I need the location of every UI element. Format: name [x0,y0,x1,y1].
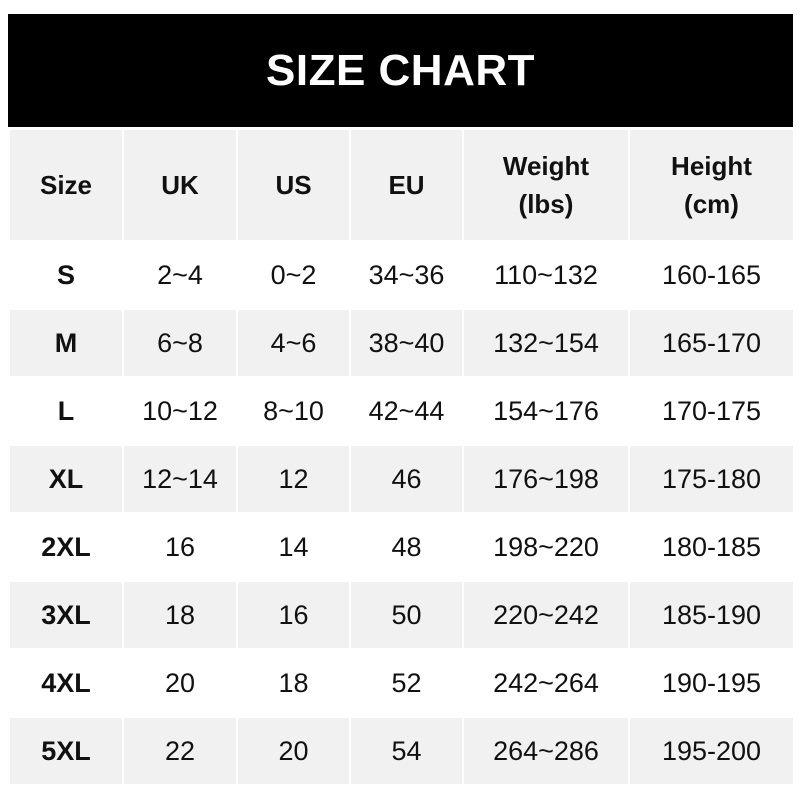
cell-height: 175-180 [628,444,795,514]
table-row: 3XL 18 16 50 220~242 185-190 [8,580,795,650]
cell-uk: 20 [122,648,238,718]
cell-height: 190-195 [628,648,795,718]
cell-height: 160-165 [628,240,795,310]
cell-weight: 198~220 [462,512,630,582]
table-row: L 10~12 8~10 42~44 154~176 170-175 [8,376,795,446]
cell-eu: 46 [349,444,464,514]
table-row: 5XL 22 20 54 264~286 195-200 [8,716,795,786]
cell-us: 8~10 [236,376,351,446]
cell-eu: 42~44 [349,376,464,446]
cell-weight: 264~286 [462,716,630,786]
cell-uk: 16 [122,512,238,582]
table-row: M 6~8 4~6 38~40 132~154 165-170 [8,308,795,378]
header-row: Size UK US EU Weight (lbs) Height (cm) [8,128,795,242]
cell-eu: 48 [349,512,464,582]
cell-height: 165-170 [628,308,795,378]
cell-size: 2XL [8,512,124,582]
cell-us: 0~2 [236,240,351,310]
cell-height: 195-200 [628,716,795,786]
cell-weight: 220~242 [462,580,630,650]
cell-us: 14 [236,512,351,582]
cell-size: L [8,376,124,446]
column-header-height: Height (cm) [628,128,795,242]
table-row: 4XL 20 18 52 242~264 190-195 [8,648,795,718]
cell-us: 20 [236,716,351,786]
cell-size: XL [8,444,124,514]
table-row: XL 12~14 12 46 176~198 175-180 [8,444,795,514]
cell-uk: 6~8 [122,308,238,378]
cell-weight: 132~154 [462,308,630,378]
cell-uk: 2~4 [122,240,238,310]
cell-size: M [8,308,124,378]
cell-eu: 38~40 [349,308,464,378]
cell-height: 180-185 [628,512,795,582]
column-header-size: Size [8,128,124,242]
cell-weight: 176~198 [462,444,630,514]
cell-us: 12 [236,444,351,514]
cell-weight: 154~176 [462,376,630,446]
cell-eu: 52 [349,648,464,718]
cell-size: 4XL [8,648,124,718]
cell-weight: 110~132 [462,240,630,310]
cell-eu: 54 [349,716,464,786]
cell-height: 185-190 [628,580,795,650]
cell-height: 170-175 [628,376,795,446]
cell-eu: 34~36 [349,240,464,310]
column-header-eu: EU [349,128,464,242]
table-row: S 2~4 0~2 34~36 110~132 160-165 [8,240,795,310]
cell-weight: 242~264 [462,648,630,718]
size-chart-title: SIZE CHART [8,14,793,127]
column-header-us: US [236,128,351,242]
cell-uk: 12~14 [122,444,238,514]
cell-uk: 22 [122,716,238,786]
column-header-weight: Weight (lbs) [462,128,630,242]
cell-uk: 10~12 [122,376,238,446]
column-header-uk: UK [122,128,238,242]
cell-eu: 50 [349,580,464,650]
cell-us: 18 [236,648,351,718]
cell-us: 16 [236,580,351,650]
size-chart-table: Size UK US EU Weight (lbs) Height (cm) S 2~4 0~2 3… [8,128,795,786]
cell-us: 4~6 [236,308,351,378]
cell-size: 5XL [8,716,124,786]
cell-size: S [8,240,124,310]
cell-size: 3XL [8,580,124,650]
cell-uk: 18 [122,580,238,650]
table-row: 2XL 16 14 48 198~220 180-185 [8,512,795,582]
